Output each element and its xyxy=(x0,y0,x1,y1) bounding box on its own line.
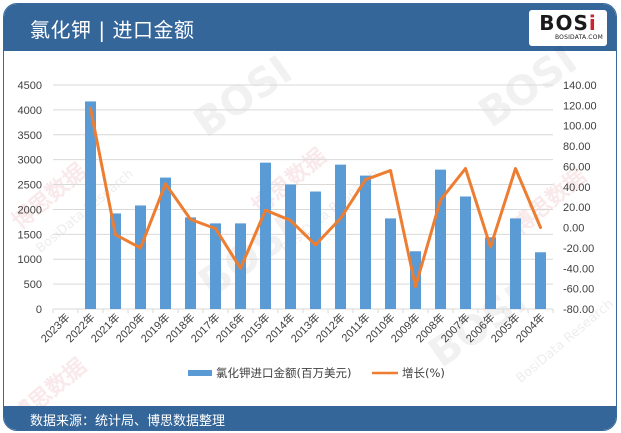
y-left-tick-label: 2500 xyxy=(18,180,42,192)
bar-import-value xyxy=(135,205,146,309)
y-right-tick-label: -60.00 xyxy=(563,284,594,296)
y-right-tick-label: 80.00 xyxy=(563,141,591,153)
logo-wordmark-left: BOS xyxy=(539,11,589,35)
y-right-tick-label: 140.00 xyxy=(563,80,597,92)
y-right-tick-label: -80.00 xyxy=(563,304,594,316)
bar-import-value xyxy=(210,223,221,309)
y-left-tick-label: 3500 xyxy=(18,130,42,142)
bar-import-value xyxy=(285,184,296,309)
chart-panel: 氯化钾 | 进口金额 BOSi BOSIDATA.COM BOSI BOSI B… xyxy=(3,3,617,431)
legend-label-import-value: 氯化钾进口金额(百万美元) xyxy=(216,366,351,380)
y-left-tick-label: 0 xyxy=(36,304,42,316)
y-left-tick-label: 4500 xyxy=(18,80,42,92)
bar-import-value xyxy=(485,237,496,309)
y-right-tick-label: -20.00 xyxy=(563,243,594,255)
bar-import-value xyxy=(385,218,396,309)
y-right-tick-label: -40.00 xyxy=(563,263,594,275)
y-left-tick-label: 3000 xyxy=(18,155,42,167)
bar-import-value xyxy=(460,196,471,309)
y-left-tick-label: 2000 xyxy=(18,204,42,216)
data-source: 数据来源：统计局、博思数据整理 xyxy=(30,414,226,429)
bar-import-value xyxy=(535,252,546,309)
legend-swatch-bar xyxy=(188,370,212,376)
legend-label-growth: 增长(%) xyxy=(402,366,445,380)
logo-subtitle: BOSIDATA.COM xyxy=(554,34,603,41)
bar-import-value xyxy=(85,101,96,309)
bar-import-value xyxy=(160,177,171,309)
bar-import-value xyxy=(310,191,321,309)
y-right-tick-label: 20.00 xyxy=(563,202,591,214)
bar-import-value xyxy=(510,218,521,309)
y-right-tick-label: 40.00 xyxy=(563,182,591,194)
y-right-tick-label: 120.00 xyxy=(563,100,597,112)
header-bar: 氯化钾 | 进口金额 BOSi BOSIDATA.COM xyxy=(4,4,616,51)
y-left-tick-label: 1500 xyxy=(18,229,42,241)
y-left-tick-label: 1000 xyxy=(18,254,42,266)
logo-wordmark: BOSi xyxy=(533,12,603,34)
bar-import-value xyxy=(260,162,271,309)
bosi-logo: BOSi BOSIDATA.COM xyxy=(529,10,607,46)
growth-line xyxy=(89,106,542,289)
y-right-tick-label: 100.00 xyxy=(563,121,597,133)
bar-import-value xyxy=(185,217,196,309)
bar-import-value xyxy=(110,213,121,309)
y-left-tick-label: 4000 xyxy=(18,105,42,117)
page-title: 氯化钾 | 进口金额 xyxy=(30,18,195,42)
bar-import-value xyxy=(360,175,371,309)
footer-bar: 数据来源：统计局、博思数据整理 xyxy=(4,406,616,430)
y-right-tick-label: 60.00 xyxy=(563,161,591,173)
bar-import-value xyxy=(435,169,446,309)
bar-import-value xyxy=(335,164,346,309)
logo-wordmark-right: i xyxy=(588,11,597,35)
y-right-tick-label: 0.00 xyxy=(563,223,584,235)
y-left-tick-label: 500 xyxy=(24,279,42,291)
